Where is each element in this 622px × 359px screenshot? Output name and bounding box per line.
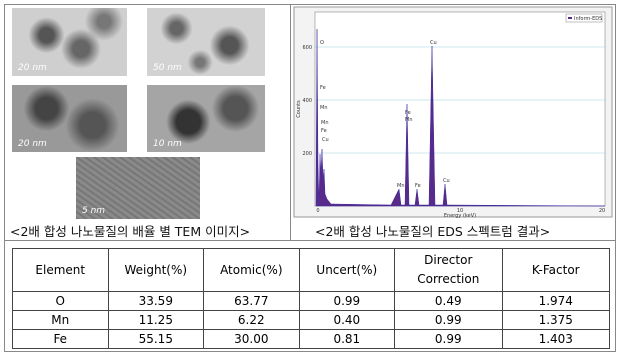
peak-label: Fe xyxy=(415,183,421,189)
table-cell: K-Factor xyxy=(501,248,611,292)
table-cell: 1.403 xyxy=(501,329,611,349)
tem-image: 10 nm xyxy=(147,85,265,152)
table-cell: Atomic(%) xyxy=(203,248,300,292)
x-tick-label: 10 xyxy=(457,208,463,214)
table-cell: Mn xyxy=(12,310,109,330)
table-cell: Fe xyxy=(12,329,109,349)
table-row: O 33.59 63.77 0.99 0.49 1.974 xyxy=(12,291,611,311)
frame xyxy=(4,4,616,352)
peak-label: Cu xyxy=(443,178,450,184)
y-tick-label: 200 xyxy=(302,151,312,157)
peak-label: Mn xyxy=(321,120,328,126)
tem-image: 20 nm xyxy=(12,85,127,152)
scale-label: 5 nm xyxy=(82,206,106,216)
table-row: Mn 11.25 6.22 0.40 0.99 1.375 xyxy=(12,310,611,330)
legend xyxy=(565,13,603,23)
tem-image: 5 nm xyxy=(76,157,200,219)
table-cell: O xyxy=(12,291,109,311)
peak-label: Cu xyxy=(322,137,329,143)
table-cell: 0.99 xyxy=(394,310,503,330)
table-cell: 33.59 xyxy=(107,291,205,311)
peak-label: Fe xyxy=(405,110,411,116)
table-cell: 0.81 xyxy=(298,329,396,349)
scale-label: 20 nm xyxy=(18,63,47,73)
table-cell: 1.974 xyxy=(501,291,611,311)
x-axis-label: Energy (keV) xyxy=(444,213,476,219)
peak-label: Mn xyxy=(405,117,412,123)
table-cell: 0.99 xyxy=(298,291,396,311)
table-cell: 0.49 xyxy=(394,291,503,311)
eds-spectrum: 200 400 600 0 10 20 Energy (keV) Counts … xyxy=(293,6,613,219)
peak-label: Fe xyxy=(320,85,326,91)
scale-label: 20 nm xyxy=(18,139,47,149)
spectrum-trace xyxy=(315,28,606,207)
y-tick-label: 600 xyxy=(302,45,312,51)
peak-label: Mn xyxy=(397,183,404,189)
peak-label: Mn xyxy=(320,105,327,111)
table-cell: 0.40 xyxy=(298,310,396,330)
table-body: Element Weight(%) Atomic(%) Uncert(%) Direct… xyxy=(12,248,611,349)
peak-label: O xyxy=(320,40,324,46)
divider xyxy=(4,240,616,241)
table-cell: 11.25 xyxy=(107,310,205,330)
caption: <2배 합성 나노물질의 EDS 스펙트럼 결과> xyxy=(315,224,551,239)
y-tick-label: 400 xyxy=(302,98,312,104)
table-cell: 30.00 xyxy=(203,329,300,349)
legend-swatch xyxy=(568,17,572,19)
table-cell: Element xyxy=(12,248,109,292)
table-cell: 55.15 xyxy=(107,329,205,349)
x-tick-label: 0 xyxy=(316,208,319,214)
x-tick-label: 20 xyxy=(599,208,605,214)
y-axis-label: Counts xyxy=(296,100,302,118)
peak-label: Fe xyxy=(321,128,327,134)
table-cell: 63.77 xyxy=(203,291,300,311)
tem-image: 50 nm xyxy=(147,8,265,76)
tem-image: 20 nm xyxy=(12,8,127,76)
peak-label: Cu xyxy=(430,40,437,46)
table-cell: 1.375 xyxy=(501,310,611,330)
tem-panel: 20 nm 50 nm 20 nm 10 nm 5 nm <2배 합성 나노물질… xyxy=(4,4,291,240)
table-cell: Uncert(%) xyxy=(298,248,396,292)
table-header: Element Weight(%) Atomic(%) Uncert(%) Direct… xyxy=(12,248,611,292)
table-cell: 0.99 xyxy=(394,329,503,349)
eds-panel: 200 400 600 0 10 20 Energy (keV) Counts … xyxy=(291,4,616,240)
legend-label: Inform-EDS xyxy=(574,16,602,22)
plot-area xyxy=(314,11,606,207)
caption: <2배 합성 나노물질의 배율 별 TEM 이미지> xyxy=(10,224,251,239)
table-cell: Director Correction xyxy=(394,248,503,292)
table-row: Fe 55.15 30.00 0.81 0.99 1.403 xyxy=(12,329,611,349)
composition-table: Element Weight(%) Atomic(%) Uncert(%) Direct… xyxy=(12,248,611,349)
scale-label: 10 nm xyxy=(153,139,182,149)
scale-label: 50 nm xyxy=(153,63,182,73)
table-cell: Weight(%) xyxy=(107,248,205,292)
table-cell: 6.22 xyxy=(203,310,300,330)
